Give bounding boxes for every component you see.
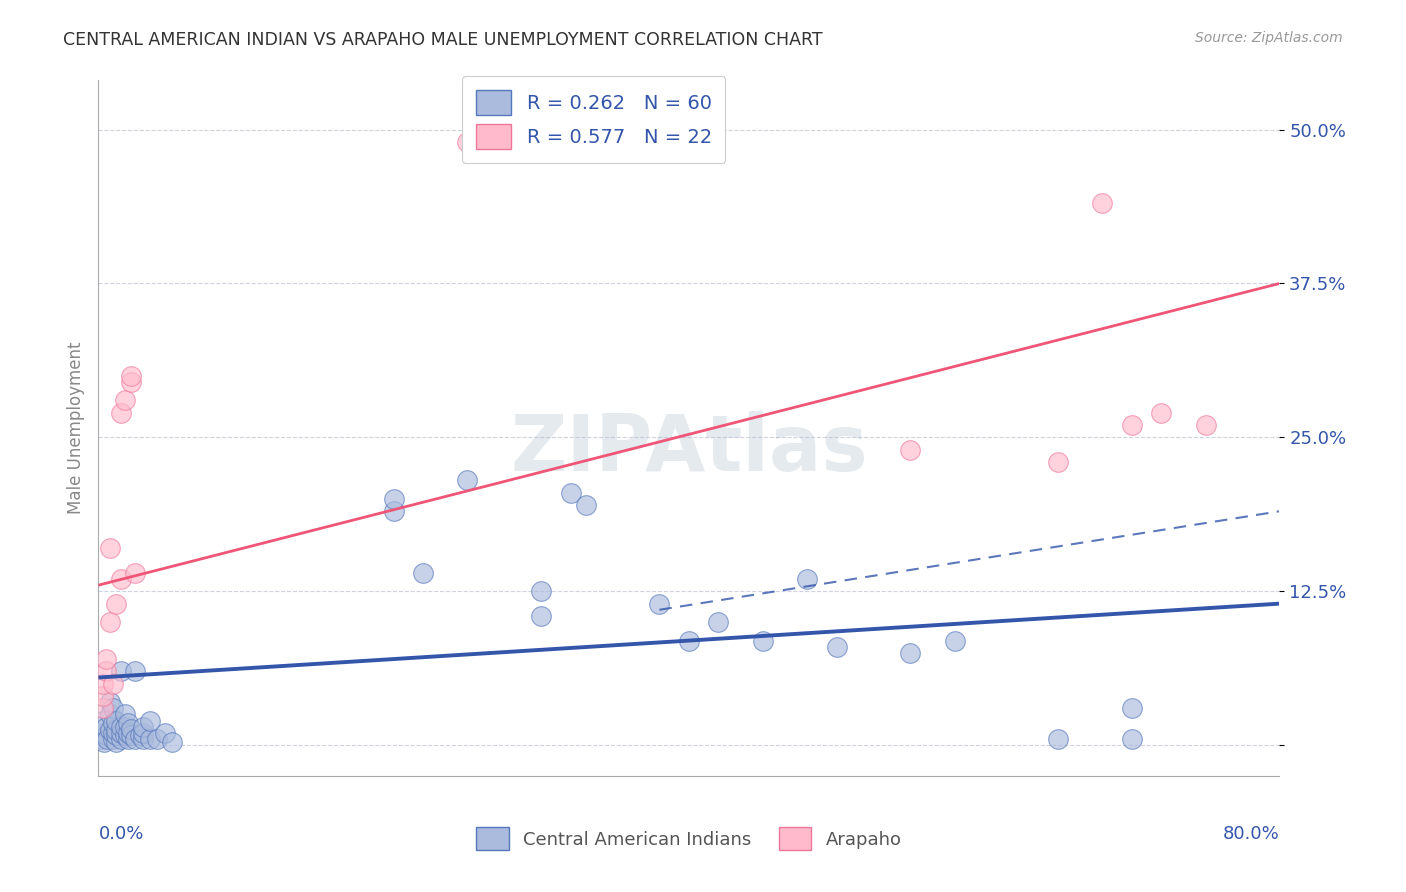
Text: CENTRAL AMERICAN INDIAN VS ARAPAHO MALE UNEMPLOYMENT CORRELATION CHART: CENTRAL AMERICAN INDIAN VS ARAPAHO MALE … [63,31,823,49]
Point [103,676,125,690]
Point [1150,406,1173,420]
Point [117,732,139,747]
Point [943,633,966,648]
Point [91,689,114,703]
Point [132,732,155,747]
Y-axis label: Male Unemployment: Male Unemployment [66,342,84,515]
Point [457,135,479,149]
Text: 0.0%: 0.0% [98,825,143,843]
Point [707,615,730,629]
Point [139,732,162,747]
Point [1121,732,1143,747]
Point [105,734,128,748]
Point [648,597,671,611]
Point [117,716,139,731]
Point [98,541,121,556]
Point [114,720,136,734]
Point [90,732,112,747]
Text: ZIPAtlas: ZIPAtlas [510,411,868,487]
Point [560,485,582,500]
Point [94,665,117,679]
Point [110,726,132,740]
Point [110,665,132,679]
Point [132,720,155,734]
Point [91,676,114,690]
Point [94,728,117,742]
Point [752,633,775,648]
Point [825,640,848,654]
Point [575,498,598,512]
Point [93,734,115,748]
Point [103,726,125,740]
Point [91,726,114,740]
Point [114,393,136,408]
Point [94,720,117,734]
Point [114,728,136,742]
Point [139,714,162,728]
Point [117,726,139,740]
Point [124,732,146,747]
Point [412,566,434,580]
Point [796,572,818,586]
Point [457,474,479,488]
Point [91,714,114,728]
Point [94,652,117,666]
Point [162,734,183,748]
Point [120,375,142,389]
Text: 80.0%: 80.0% [1223,825,1279,843]
Point [110,406,132,420]
Point [110,732,132,747]
Point [530,584,553,599]
Point [98,615,121,629]
Point [105,728,128,742]
Point [120,723,142,737]
Point [124,566,146,580]
Point [900,442,922,457]
Point [132,726,155,740]
Point [900,646,922,660]
Point [110,572,132,586]
Point [1046,455,1070,469]
Point [103,732,125,747]
Point [382,491,405,506]
Point [1121,418,1143,433]
Point [105,597,128,611]
Point [120,728,142,742]
Point [153,726,176,740]
Point [110,720,132,734]
Point [96,732,118,747]
Point [91,701,114,715]
Point [146,732,169,747]
Point [105,714,128,728]
Point [1091,196,1114,211]
Point [98,723,121,738]
Point [124,665,146,679]
Point [1121,701,1143,715]
Point [128,728,150,742]
Point [1195,418,1218,433]
Point [1046,732,1070,747]
Legend: Central American Indians, Arapaho: Central American Indians, Arapaho [470,820,908,857]
Point [103,701,125,715]
Point [105,723,128,738]
Point [98,707,121,722]
Point [382,504,405,518]
Point [114,707,136,722]
Point [103,716,125,731]
Point [678,633,700,648]
Point [120,368,142,383]
Text: Source: ZipAtlas.com: Source: ZipAtlas.com [1195,31,1343,45]
Point [530,609,553,624]
Point [98,695,121,709]
